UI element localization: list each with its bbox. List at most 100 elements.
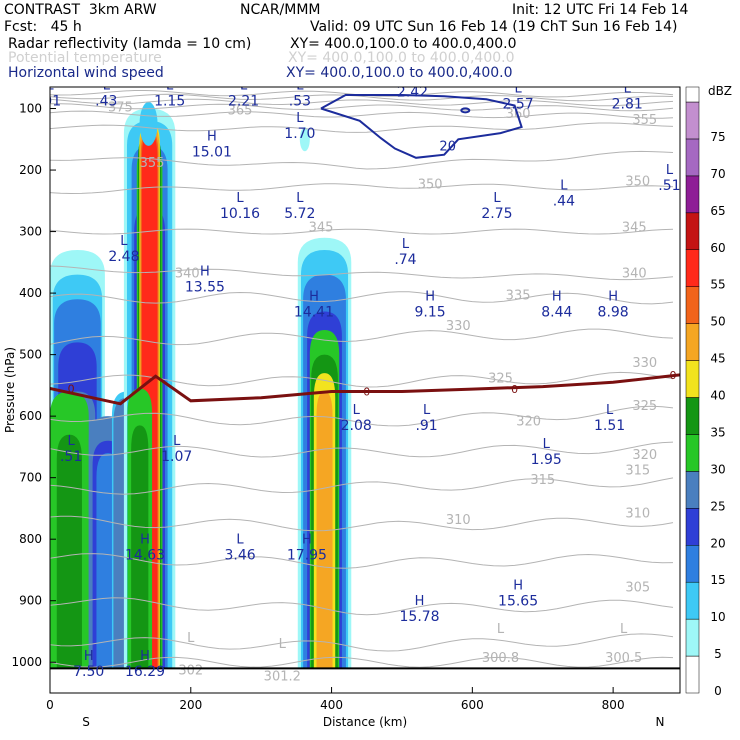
theta-label: 350 xyxy=(625,174,650,189)
freezing-level-label: 0 xyxy=(669,369,676,382)
wind-extremum-value: 2.57 xyxy=(503,96,534,112)
plot-frame xyxy=(49,86,681,694)
colorbar-cell xyxy=(685,249,700,287)
theta-contour-line xyxy=(50,228,674,235)
wind-extremum-value: 2.42 xyxy=(397,85,428,101)
wind-extremum-marker: L xyxy=(402,237,410,252)
colorbar-tick-label: 55 xyxy=(710,278,725,292)
wind-extremum-marker: L xyxy=(173,434,181,449)
wind-extremum-marker: H xyxy=(302,532,312,547)
colorbar-cell xyxy=(685,397,700,435)
colorbar-cell xyxy=(685,286,700,324)
wind-extremum-value: 1.95 xyxy=(531,452,562,468)
theta-label: 375 xyxy=(108,101,133,116)
model-name: CONTRAST 3km ARW xyxy=(4,2,157,18)
colorbar-cell xyxy=(685,360,700,398)
theta-label: 355 xyxy=(140,156,165,171)
wind-extremum-marker: L xyxy=(423,403,431,418)
wind-extremum-marker: H xyxy=(309,289,319,304)
field-wind-xy: XY= 400.0,100.0 to 400.0,400.0 xyxy=(286,65,513,81)
wind-extremum-value: 13.55 xyxy=(185,280,225,296)
field-wind-title: Horizontal wind speed xyxy=(8,65,164,81)
wind-extremum-value: 1.51 xyxy=(594,418,625,434)
theta-label: 350 xyxy=(418,178,443,193)
wind-extremum-marker: H xyxy=(415,594,425,609)
wind-extremum-marker: L xyxy=(606,403,614,418)
wind-extremum-value: 5.72 xyxy=(284,206,315,222)
freezing-level-label: 0 xyxy=(511,383,518,396)
x-tick-label: 800 xyxy=(602,698,625,712)
wind-extremum-value: 17.95 xyxy=(287,547,327,563)
colorbar: dBZ 0 5 10 15 20 25 30 35 40 45 50 55 60 65 70 75 xyxy=(685,84,732,698)
freezing-level-label: 0 xyxy=(68,382,75,395)
theta-contour-line xyxy=(50,183,674,195)
wind-extremum-value: .44 xyxy=(553,194,575,210)
theta-label: 301.2 xyxy=(264,670,301,685)
wind-extremum-marker: L xyxy=(353,403,361,418)
upper-cloud-anvil xyxy=(139,101,158,146)
colorbar-cell xyxy=(685,655,700,694)
wind-extremum-value: 1.07 xyxy=(161,449,192,465)
wind-extremum-marker: L xyxy=(624,81,632,96)
y-tick-label: 1000 xyxy=(11,655,42,669)
colorbar-tick-label: 0 xyxy=(714,684,722,698)
x-end-label-south: S xyxy=(82,715,90,729)
wind-extremum-value: .01 xyxy=(39,93,61,109)
wind-extremum-value: 1.70 xyxy=(284,126,315,142)
y-tick-label: 200 xyxy=(19,163,42,177)
theta-contour-line xyxy=(50,103,674,112)
field-theta-title: Potential temperature xyxy=(8,50,162,66)
theta-contour-line xyxy=(50,98,674,107)
theta-label: 335 xyxy=(506,288,531,303)
colorbar-top-cap xyxy=(685,86,700,103)
wind-extremum-marker: L xyxy=(514,81,522,96)
theta-contour-line xyxy=(50,265,674,281)
theta-contour-line xyxy=(50,328,674,346)
x-tick-label: 200 xyxy=(179,698,202,712)
upper-cloud-small xyxy=(299,127,310,152)
wind-extremum-marker: L xyxy=(296,111,304,126)
valid-time: Valid: 09 UTC Sun 16 Feb 14 (19 ChT Sun … xyxy=(310,19,678,35)
wind-contours: 20 xyxy=(320,94,523,159)
wind-extremum-value: 10.16 xyxy=(220,206,260,222)
x-end-label-north: N xyxy=(656,715,665,729)
colorbar-tick-label: 50 xyxy=(710,315,725,329)
colorbar-cell xyxy=(685,581,700,620)
theta-contour-line xyxy=(50,291,674,305)
theta-label: 340 xyxy=(622,267,647,282)
wind-extremum-marker: L xyxy=(666,163,674,178)
colorbar-cell xyxy=(685,212,700,250)
theta-contour-line xyxy=(50,93,674,102)
theta-label: 310 xyxy=(625,507,650,522)
colorbar-cell xyxy=(685,323,700,361)
theta-label: 325 xyxy=(632,399,657,414)
wind-extremum-value: .51 xyxy=(658,178,680,194)
theta-low-marker: L xyxy=(497,622,505,637)
wind-extremum-value: 14.41 xyxy=(294,304,334,320)
colorbar-tick-label: 10 xyxy=(710,610,725,624)
wind-extremum-value: 16.29 xyxy=(125,664,165,680)
freezing-level: 0 0 0 0 xyxy=(50,369,680,670)
wind-extremum-marker: L xyxy=(543,437,551,452)
theta-label: 305 xyxy=(625,580,650,595)
theta-contour-line xyxy=(50,515,674,532)
column-west-low-level-7 xyxy=(56,434,82,669)
colorbar-tick-label: 30 xyxy=(710,462,725,476)
wind-extremum-value: 14.63 xyxy=(125,547,165,563)
theta-contour-line xyxy=(50,633,674,652)
theta-label: 330 xyxy=(632,356,657,371)
column-east-level-9 xyxy=(316,391,333,669)
wind-extremum-value: .43 xyxy=(95,93,117,109)
y-tick-label: 600 xyxy=(19,409,42,423)
wind-extremum-marker: L xyxy=(236,532,244,547)
theta-label: 302 xyxy=(178,664,203,679)
wind-extremum-value: 15.78 xyxy=(400,609,440,625)
x-tick-label: 400 xyxy=(320,698,343,712)
theta-contour-line xyxy=(50,405,674,427)
wind-extremum-marker: L xyxy=(240,78,248,93)
wind-extremum-marker: L xyxy=(296,191,304,206)
colorbar-cell xyxy=(685,508,700,546)
